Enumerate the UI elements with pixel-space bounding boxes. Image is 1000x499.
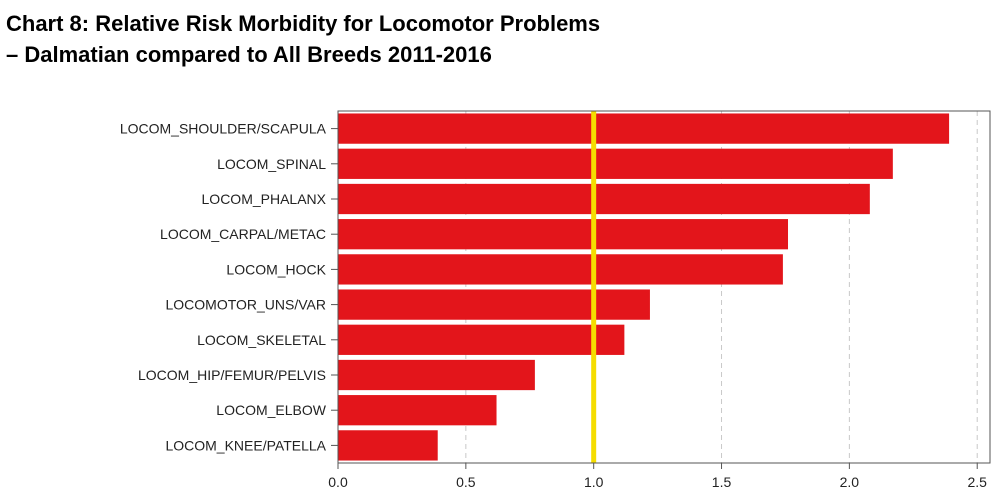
bar-5 (338, 254, 783, 285)
x-tick-label-2: 1.0 (584, 474, 604, 490)
category-label-4: LOCOM_CARPAL/METAC (160, 226, 326, 242)
bar-2 (338, 148, 893, 179)
bar-1 (338, 113, 950, 144)
category-label-6: LOCOMOTOR_UNS/VAR (165, 297, 326, 313)
plot-frame (337, 110, 991, 464)
x-tick-label-3: 1.5 (712, 474, 732, 490)
x-tick-label-1: 0.5 (456, 474, 476, 490)
bar-10 (338, 430, 438, 461)
category-label-5: LOCOM_HOCK (226, 261, 326, 277)
chart-title-line-1: Chart 8: Relative Risk Morbidity for Loc… (6, 11, 601, 36)
category-label-3: LOCOM_PHALANX (202, 191, 327, 207)
category-label-8: LOCOM_HIP/FEMUR/PELVIS (138, 367, 326, 383)
category-label-1: LOCOM_SHOULDER/SCAPULA (120, 121, 327, 137)
bar-9 (338, 395, 497, 426)
category-label-7: LOCOM_SKELETAL (197, 332, 326, 348)
bar-4 (338, 219, 789, 250)
x-tick-label-5: 2.5 (967, 474, 987, 490)
bar-3 (338, 183, 870, 215)
category-label-10: LOCOM_KNEE/PATELLA (165, 437, 326, 453)
x-tick-label-0: 0.0 (328, 474, 348, 490)
bar-7 (338, 324, 625, 355)
category-label-9: LOCOM_ELBOW (216, 402, 326, 418)
x-tick-label-4: 2.0 (840, 474, 860, 490)
bar-8 (338, 359, 535, 391)
chart-title: Chart 8: Relative Risk Morbidity for Loc… (6, 8, 600, 70)
category-label-2: LOCOM_SPINAL (217, 156, 326, 172)
bar-6 (338, 289, 650, 320)
chart-title-line-2: – Dalmatian compared to All Breeds 2011-… (6, 42, 492, 67)
